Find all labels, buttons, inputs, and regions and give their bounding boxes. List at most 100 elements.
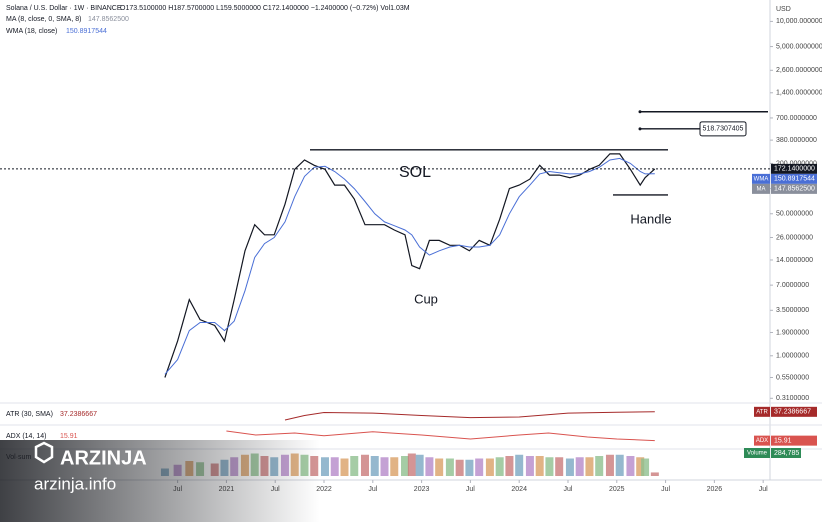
indicator-tag: [771, 406, 817, 417]
volume-tag-name-box: [744, 448, 770, 458]
volume-bar: [535, 456, 544, 476]
y-tick-label: 5,000.0000000: [776, 43, 822, 50]
indicator-line: [226, 430, 655, 442]
y-tick-label: 14.0000000: [776, 257, 813, 264]
x-tick-label: 2023: [414, 486, 430, 493]
x-tick-label: Jul: [564, 486, 573, 493]
indicator-tag: [771, 435, 817, 446]
target-point: [638, 127, 642, 131]
x-tick-label: 2026: [707, 486, 723, 493]
y-tick-label: 1.0000000: [776, 353, 809, 360]
volume-bar: [435, 458, 444, 476]
y-tick-label: 1.9000000: [776, 329, 809, 336]
indicator-tag-name-box: [754, 435, 770, 446]
ma-legend: MA (8, close, 0, SMA, 8): [6, 16, 81, 23]
y-tick-label: 50.0000000: [776, 211, 813, 218]
y-tick-label: 7.0000000: [776, 282, 809, 289]
price-tag-label: 150.8917544: [774, 176, 815, 183]
volume-bar: [525, 456, 534, 476]
volume-bar: [425, 457, 434, 476]
x-tick-label: Jul: [368, 486, 377, 493]
volume-bar: [565, 458, 574, 476]
target-point: [638, 110, 642, 114]
target-label-box: [699, 121, 747, 137]
price-tag-name: WMA: [754, 176, 769, 182]
y-tick-label: 200.0000000: [776, 160, 817, 167]
annotation: SOL: [399, 164, 431, 181]
volume-bar: [615, 454, 624, 476]
series-line: [164, 153, 656, 378]
watermark-brand: ARZINJA: [60, 447, 147, 469]
x-tick-label: Jul: [466, 486, 475, 493]
y-tick-label: 0.5500000: [776, 374, 809, 381]
volume-bar: [485, 458, 494, 476]
x-tick-label: 2025: [609, 486, 625, 493]
wma-legend-value: 150.8917544: [66, 28, 107, 35]
volume-bar: [585, 457, 594, 476]
indicator-tag-name-box: [754, 406, 770, 417]
wma-legend: WMA (18, close): [6, 28, 57, 35]
volume-bar: [350, 456, 359, 476]
watermark-site: arzinja.info: [34, 474, 116, 493]
x-tick-label: 2022: [316, 486, 332, 493]
volume-bar: [320, 457, 329, 476]
y-tick-label: 380.0000000: [776, 137, 817, 144]
series-line: [164, 157, 655, 375]
indicator-value: 15.91: [60, 433, 78, 440]
ohlc-readout: O173.5100000 H187.5700000 L159.5000000 C…: [120, 5, 410, 12]
y-tick-label: 700.0000000: [776, 115, 817, 122]
indicator-tag-label: 37.2386667: [774, 409, 811, 416]
price-tag-name-box: [752, 183, 770, 194]
volume-bar: [455, 459, 464, 476]
indicator-tag-label: 15.91: [774, 437, 792, 444]
volume-bar: [595, 456, 604, 476]
volume-bar: [641, 458, 650, 476]
volume-bar: [575, 457, 584, 476]
volume-bar: [626, 456, 635, 476]
volume-bar: [555, 457, 564, 476]
annotation: Handle: [630, 211, 671, 226]
price-tag: [771, 183, 817, 194]
y-tick-label: 0.3100000: [776, 395, 809, 402]
volume-bar: [636, 457, 645, 476]
volume-tag: [771, 448, 801, 458]
watermark-logo: [34, 441, 54, 464]
volume-bar: [340, 458, 349, 476]
indicator-tag-name: ATR: [756, 409, 768, 415]
volume-bar: [445, 458, 454, 476]
watermark-backdrop: [0, 440, 320, 522]
volume-bar: [475, 458, 484, 476]
volume-bar: [495, 457, 504, 476]
x-tick-label: Jul: [759, 486, 768, 493]
indicator-value: 37.2386667: [60, 411, 97, 418]
price-tag: [771, 173, 817, 184]
x-tick-label: 2024: [511, 486, 527, 493]
volume-bar: [370, 456, 379, 476]
indicator-tag-name: ADX: [756, 438, 768, 444]
y-tick-label: 26.0000000: [776, 234, 813, 241]
y-tick-label: 10,000.0000000: [776, 18, 822, 25]
ma-legend-value: 147.8562500: [88, 16, 129, 23]
y-tick-label: 3.5000000: [776, 307, 809, 314]
volume-tag-label: 284,785: [774, 450, 799, 457]
volume-bar: [505, 456, 514, 476]
volume-bar: [360, 454, 369, 476]
price-tag-label: 172.1400000: [774, 166, 815, 173]
indicator-line: [284, 411, 655, 421]
volume-bar: [330, 457, 339, 476]
volume-bar: [415, 454, 424, 476]
volume-bar: [545, 457, 554, 476]
volume-bar: [650, 472, 659, 476]
volume-bar: [515, 454, 524, 476]
volume-bar: [401, 456, 410, 476]
currency-label: USD: [776, 6, 791, 13]
price-tag-name: MA: [757, 186, 766, 192]
x-tick-label: Jul: [661, 486, 670, 493]
price-tag: [771, 163, 817, 174]
volume-bar: [380, 457, 389, 476]
annotation: Cup: [414, 291, 438, 306]
target-label: 518.7307405: [703, 126, 744, 133]
chart-title: Solana / U.S. Dollar · 1W · BINANCE: [6, 5, 122, 12]
